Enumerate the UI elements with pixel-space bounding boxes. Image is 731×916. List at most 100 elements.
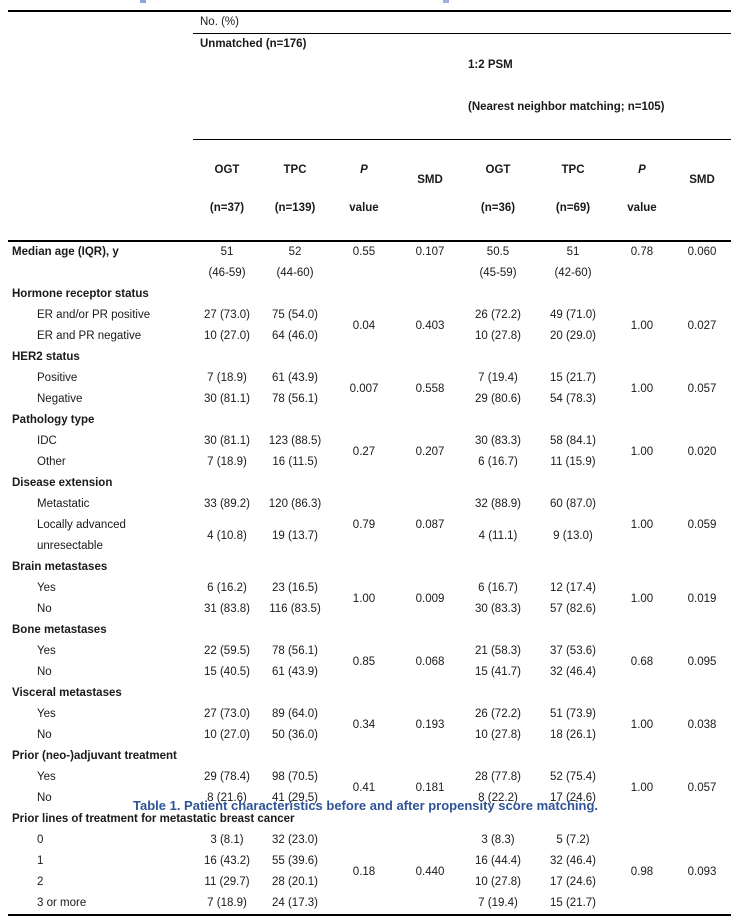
table-caption: Table 1. Patient characteristics before … bbox=[132, 798, 599, 813]
cell-ogt-unmatched: 30 (81.1) bbox=[203, 393, 251, 405]
cell-tpc-unmatched: 16 (11.5) bbox=[272, 456, 318, 468]
cell-ogt-psm: 26 (72.2) bbox=[474, 309, 522, 321]
cell-smd-unmatched: 0.440 bbox=[415, 865, 445, 878]
col-header-line: SMD bbox=[417, 173, 443, 186]
cell-tpc-psm: 15 (21.7) bbox=[549, 372, 597, 384]
cell-tpc-unmatched: 28 (20.1) bbox=[271, 876, 319, 888]
cell-tpc-psm: 32 (46.4) bbox=[549, 855, 597, 867]
section-header: Hormone receptor status bbox=[12, 288, 149, 300]
col-header-line: (n=139) bbox=[274, 202, 316, 214]
cell-ogt-unmatched: 4 (10.8) bbox=[207, 529, 247, 542]
cell-ogt-psm: 26 (72.2) bbox=[474, 708, 522, 720]
cell-ogt-unmatched: 10 (27.0) bbox=[203, 729, 251, 741]
cell-tpc-psm: 18 (26.1) bbox=[549, 729, 597, 741]
section-header: Disease extension bbox=[12, 477, 113, 489]
cell-ogt-unmatched: 33 (89.2) bbox=[203, 498, 251, 510]
cell-tpc-unmatched: 120 (86.3) bbox=[268, 498, 322, 510]
section-header: Prior (neo-)adjuvant treatment bbox=[12, 750, 177, 762]
column-header-row: OGT (n=37) TPC (n=139) P value SMD OGT bbox=[8, 139, 731, 242]
no-pct-header: No. (%) bbox=[193, 11, 731, 34]
cell-tpc-unmatched: 123 (88.5) bbox=[268, 435, 322, 447]
col-header-line: TPC bbox=[283, 164, 307, 176]
cell-tpc-unmatched: 52 (44-60) bbox=[276, 246, 314, 279]
cell-tpc-unmatched: 41 (29.5) bbox=[271, 792, 319, 804]
cell-ogt-psm: 30 (83.3) bbox=[474, 603, 522, 615]
cell-tpc-psm: 9 (13.0) bbox=[553, 529, 593, 542]
cell-ogt-unmatched: 31 (83.8) bbox=[203, 603, 251, 615]
col-header-tpc-unmatched: TPC (n=139) bbox=[261, 139, 329, 242]
col-header-line: P bbox=[638, 164, 646, 176]
cell-ogt-psm: 32 (88.9) bbox=[474, 498, 522, 510]
cell-pvalue-unmatched: 0.04 bbox=[352, 319, 376, 332]
table-row: No 31 (83.8) 116 (83.5) 30 (83.3) 57 (82.6) bbox=[8, 599, 731, 620]
cell-pvalue-psm: 0.68 bbox=[630, 655, 654, 668]
section-row: Prior lines of treatment for metastatic … bbox=[8, 809, 731, 830]
row-label: Negative bbox=[37, 393, 83, 405]
cell-ogt-unmatched: 29 (78.4) bbox=[203, 771, 251, 783]
cell-tpc-psm: 58 (84.1) bbox=[549, 435, 597, 447]
cell-ogt-psm: 10 (27.8) bbox=[474, 729, 522, 741]
col-header-line: OGT bbox=[214, 164, 240, 176]
table-row: ER and/or PR positive 27 (73.0) 75 (54.0) 0… bbox=[8, 305, 731, 332]
cell-tpc-unmatched: 61 (43.9) bbox=[271, 372, 319, 384]
cell-smd-psm: 0.027 bbox=[687, 319, 717, 332]
table-row: No 15 (40.5) 61 (43.9) 15 (41.7) 32 (46.4) bbox=[8, 662, 731, 683]
cell-pvalue-psm: 0.98 bbox=[630, 865, 654, 878]
table-row: IDC 30 (81.1) 123 (88.5) 0.27 0.207 30 (83.3)… bbox=[8, 431, 731, 458]
cell-pvalue-unmatched: 0.85 bbox=[352, 655, 376, 668]
cell-tpc-unmatched: 75 (54.0) bbox=[271, 309, 319, 321]
table-row: Locally advanced unresectable 4 (10.8) 19 … bbox=[8, 515, 731, 557]
row-label: 0 bbox=[37, 834, 44, 846]
section-header: Visceral metastases bbox=[12, 687, 122, 699]
header-spacer bbox=[8, 34, 193, 140]
section-row: Disease extension bbox=[8, 473, 731, 494]
cell-tpc-unmatched: 24 (17.3) bbox=[271, 897, 319, 909]
cell-ogt-psm: 10 (27.8) bbox=[474, 876, 522, 888]
cell-ogt-unmatched: 7 (18.9) bbox=[207, 372, 247, 384]
row-label: IDC bbox=[37, 435, 57, 447]
cell-ogt-psm: 6 (16.7) bbox=[478, 582, 518, 594]
cell-tpc-unmatched: 32 (23.0) bbox=[271, 834, 319, 846]
cell-tpc-psm: 49 (71.0) bbox=[549, 309, 597, 321]
cell-tpc-unmatched: 19 (13.7) bbox=[271, 529, 319, 542]
cell-tpc-unmatched: 78 (56.1) bbox=[271, 645, 319, 657]
cell-tpc-psm: 57 (82.6) bbox=[549, 603, 597, 615]
table-row: Yes 27 (73.0) 89 (64.0) 0.34 0.193 26 (72.2) 5… bbox=[8, 704, 731, 731]
cell-smd-unmatched: 0.193 bbox=[415, 718, 445, 731]
row-label: Yes bbox=[37, 708, 56, 720]
section-header: Prior lines of treatment for metastatic … bbox=[12, 813, 295, 825]
section-row: Pathology type bbox=[8, 410, 731, 431]
row-label: Yes bbox=[37, 582, 56, 594]
cell-smd-psm: 0.057 bbox=[687, 781, 717, 794]
col-header-line: (n=37) bbox=[209, 202, 245, 214]
row-label: Yes bbox=[37, 771, 56, 783]
cell-tpc-psm: 20 (29.0) bbox=[549, 330, 597, 342]
cell-tpc-psm: 12 (17.4) bbox=[549, 582, 597, 594]
col-header-smd-psm: SMD bbox=[673, 139, 731, 242]
cell-tpc-psm: 17 (24.6) bbox=[549, 792, 597, 804]
cell-ogt-psm: 16 (44.4) bbox=[474, 855, 522, 867]
col-header-ogt-psm: OGT (n=36) bbox=[461, 139, 535, 242]
cell-pvalue-psm: 1.00 bbox=[630, 382, 654, 395]
section-row: Bone metastases bbox=[8, 620, 731, 641]
cell-tpc-psm: 51 (42-60) bbox=[554, 246, 592, 279]
cell-tpc-unmatched: 98 (70.5) bbox=[271, 771, 319, 783]
cell-ogt-psm: 50.5 (45-59) bbox=[479, 246, 517, 279]
section-row: Visceral metastases bbox=[8, 683, 731, 704]
row-label: No bbox=[37, 666, 52, 678]
cell-ogt-unmatched: 10 (27.0) bbox=[203, 330, 251, 342]
cell-ogt-unmatched: 11 (29.7) bbox=[204, 876, 250, 888]
row-label: Locally advanced unresectable bbox=[37, 519, 126, 552]
cell-ogt-psm: 6 (16.7) bbox=[478, 456, 518, 468]
section-row: Prior (neo-)adjuvant treatment bbox=[8, 746, 731, 767]
cell-ogt-unmatched: 7 (18.9) bbox=[207, 456, 247, 468]
cell-pvalue-psm: 1.00 bbox=[630, 319, 654, 332]
cell-smd-psm: 0.038 bbox=[687, 718, 717, 731]
cell-smd-unmatched: 0.403 bbox=[415, 319, 445, 332]
cell-tpc-unmatched: 55 (39.6) bbox=[271, 855, 319, 867]
table-row: Positive 7 (18.9) 61 (43.9) 0.007 0.558 7 (19… bbox=[8, 368, 731, 395]
section-header: Brain metastases bbox=[12, 561, 108, 573]
cell-pvalue-unmatched: 1.00 bbox=[352, 592, 376, 605]
cell-smd-psm: 0.020 bbox=[687, 445, 717, 458]
table-row: No 10 (27.0) 50 (36.0) 10 (27.8) 18 (26.1) bbox=[8, 725, 731, 746]
